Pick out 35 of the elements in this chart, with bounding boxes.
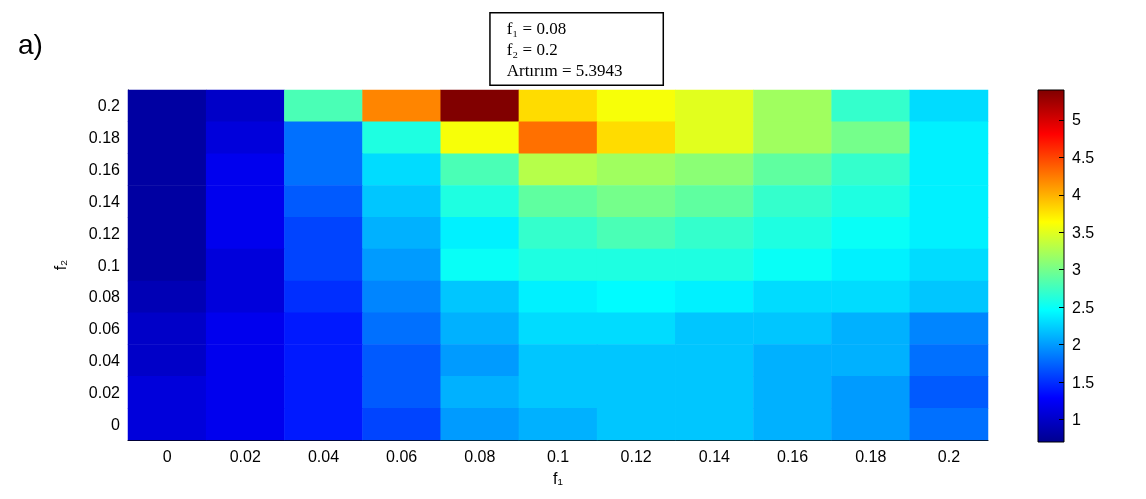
x-axis-title: f₁ xyxy=(553,469,563,487)
color-bar-label: 2 xyxy=(1072,336,1081,354)
y-tick-label: 0.08 xyxy=(88,288,121,306)
x-tick-label: 0.06 xyxy=(386,447,418,465)
color-bar-label: 1.5 xyxy=(1072,373,1095,391)
y-axis-title: f₂ xyxy=(51,259,69,271)
color-bar-label: 3.5 xyxy=(1072,223,1095,241)
y-tick-label: 0.16 xyxy=(88,161,121,179)
x-tick-label: 0.04 xyxy=(307,447,340,465)
text: f₁ = 0.08 f₂ = 0.2 Artırım = 5.3943 xyxy=(506,18,623,80)
color-bar-label: 5 xyxy=(1072,111,1081,129)
x-tick-label: 0.14 xyxy=(698,447,731,465)
y-tick-label: 0.12 xyxy=(88,224,121,242)
color-bar-label: 4 xyxy=(1072,186,1081,204)
x-tick-label: 0.1 xyxy=(546,447,570,465)
y-tick-label: 0 xyxy=(111,415,121,433)
x-tick-label: 0.02 xyxy=(229,447,261,465)
x-tick-label: 0.2 xyxy=(937,447,961,465)
color-bar-label: 4.5 xyxy=(1072,148,1095,166)
x-tick-label: 0.08 xyxy=(464,447,496,465)
y-tick-label: 0.2 xyxy=(97,97,121,115)
y-tick-label: 0.1 xyxy=(97,256,121,274)
color-bar-label: 1 xyxy=(1072,411,1081,429)
y-tick-label: 0.06 xyxy=(88,320,121,338)
y-tick-label: 0.04 xyxy=(88,351,121,369)
x-tick-label: 0.12 xyxy=(620,447,652,465)
color-bar-label: 3 xyxy=(1072,261,1081,279)
text: a) xyxy=(18,28,43,60)
x-tick-label: 0.16 xyxy=(776,447,809,465)
x-tick-label: 0.18 xyxy=(855,447,887,465)
color-bar-label: 2.5 xyxy=(1072,298,1095,316)
y-tick-label: 0.14 xyxy=(88,192,121,210)
x-tick-label: 0 xyxy=(162,447,172,465)
y-tick-label: 0.18 xyxy=(88,129,121,147)
y-tick-label: 0.02 xyxy=(88,383,121,401)
